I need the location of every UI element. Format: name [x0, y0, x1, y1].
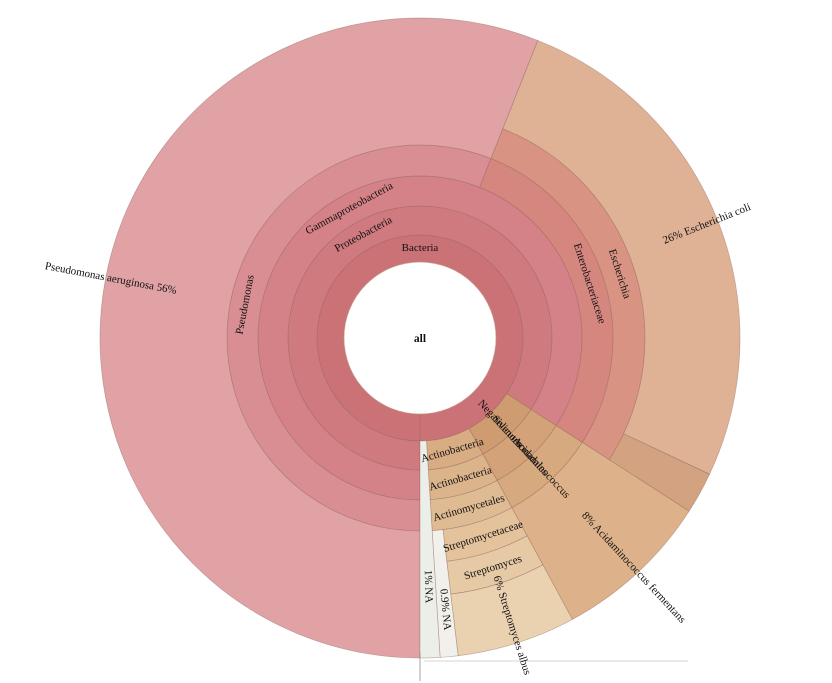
- center-circle[interactable]: [343, 261, 497, 415]
- ring-label-bacteria: Bacteria: [402, 242, 439, 254]
- wedge-gammaproteobacteria[interactable]: [257, 175, 583, 501]
- wedge-na[interactable]: [431, 529, 459, 658]
- wedge-layer: [99, 17, 741, 659]
- leaf-label-na: 0.9% NA: [437, 588, 453, 631]
- center-root-label: all: [414, 333, 426, 345]
- wedge-na[interactable]: [419, 440, 441, 659]
- wedge-streptomyces[interactable]: [446, 535, 544, 595]
- wedge-pseudomonas-aeruginosa[interactable]: [99, 17, 539, 659]
- wedge-unlabeled[interactable]: [608, 433, 710, 512]
- wedge-escherichia-coli[interactable]: [502, 40, 741, 475]
- leaf-label-na: 1% NA: [422, 570, 435, 604]
- pointer-lines: [419, 652, 688, 681]
